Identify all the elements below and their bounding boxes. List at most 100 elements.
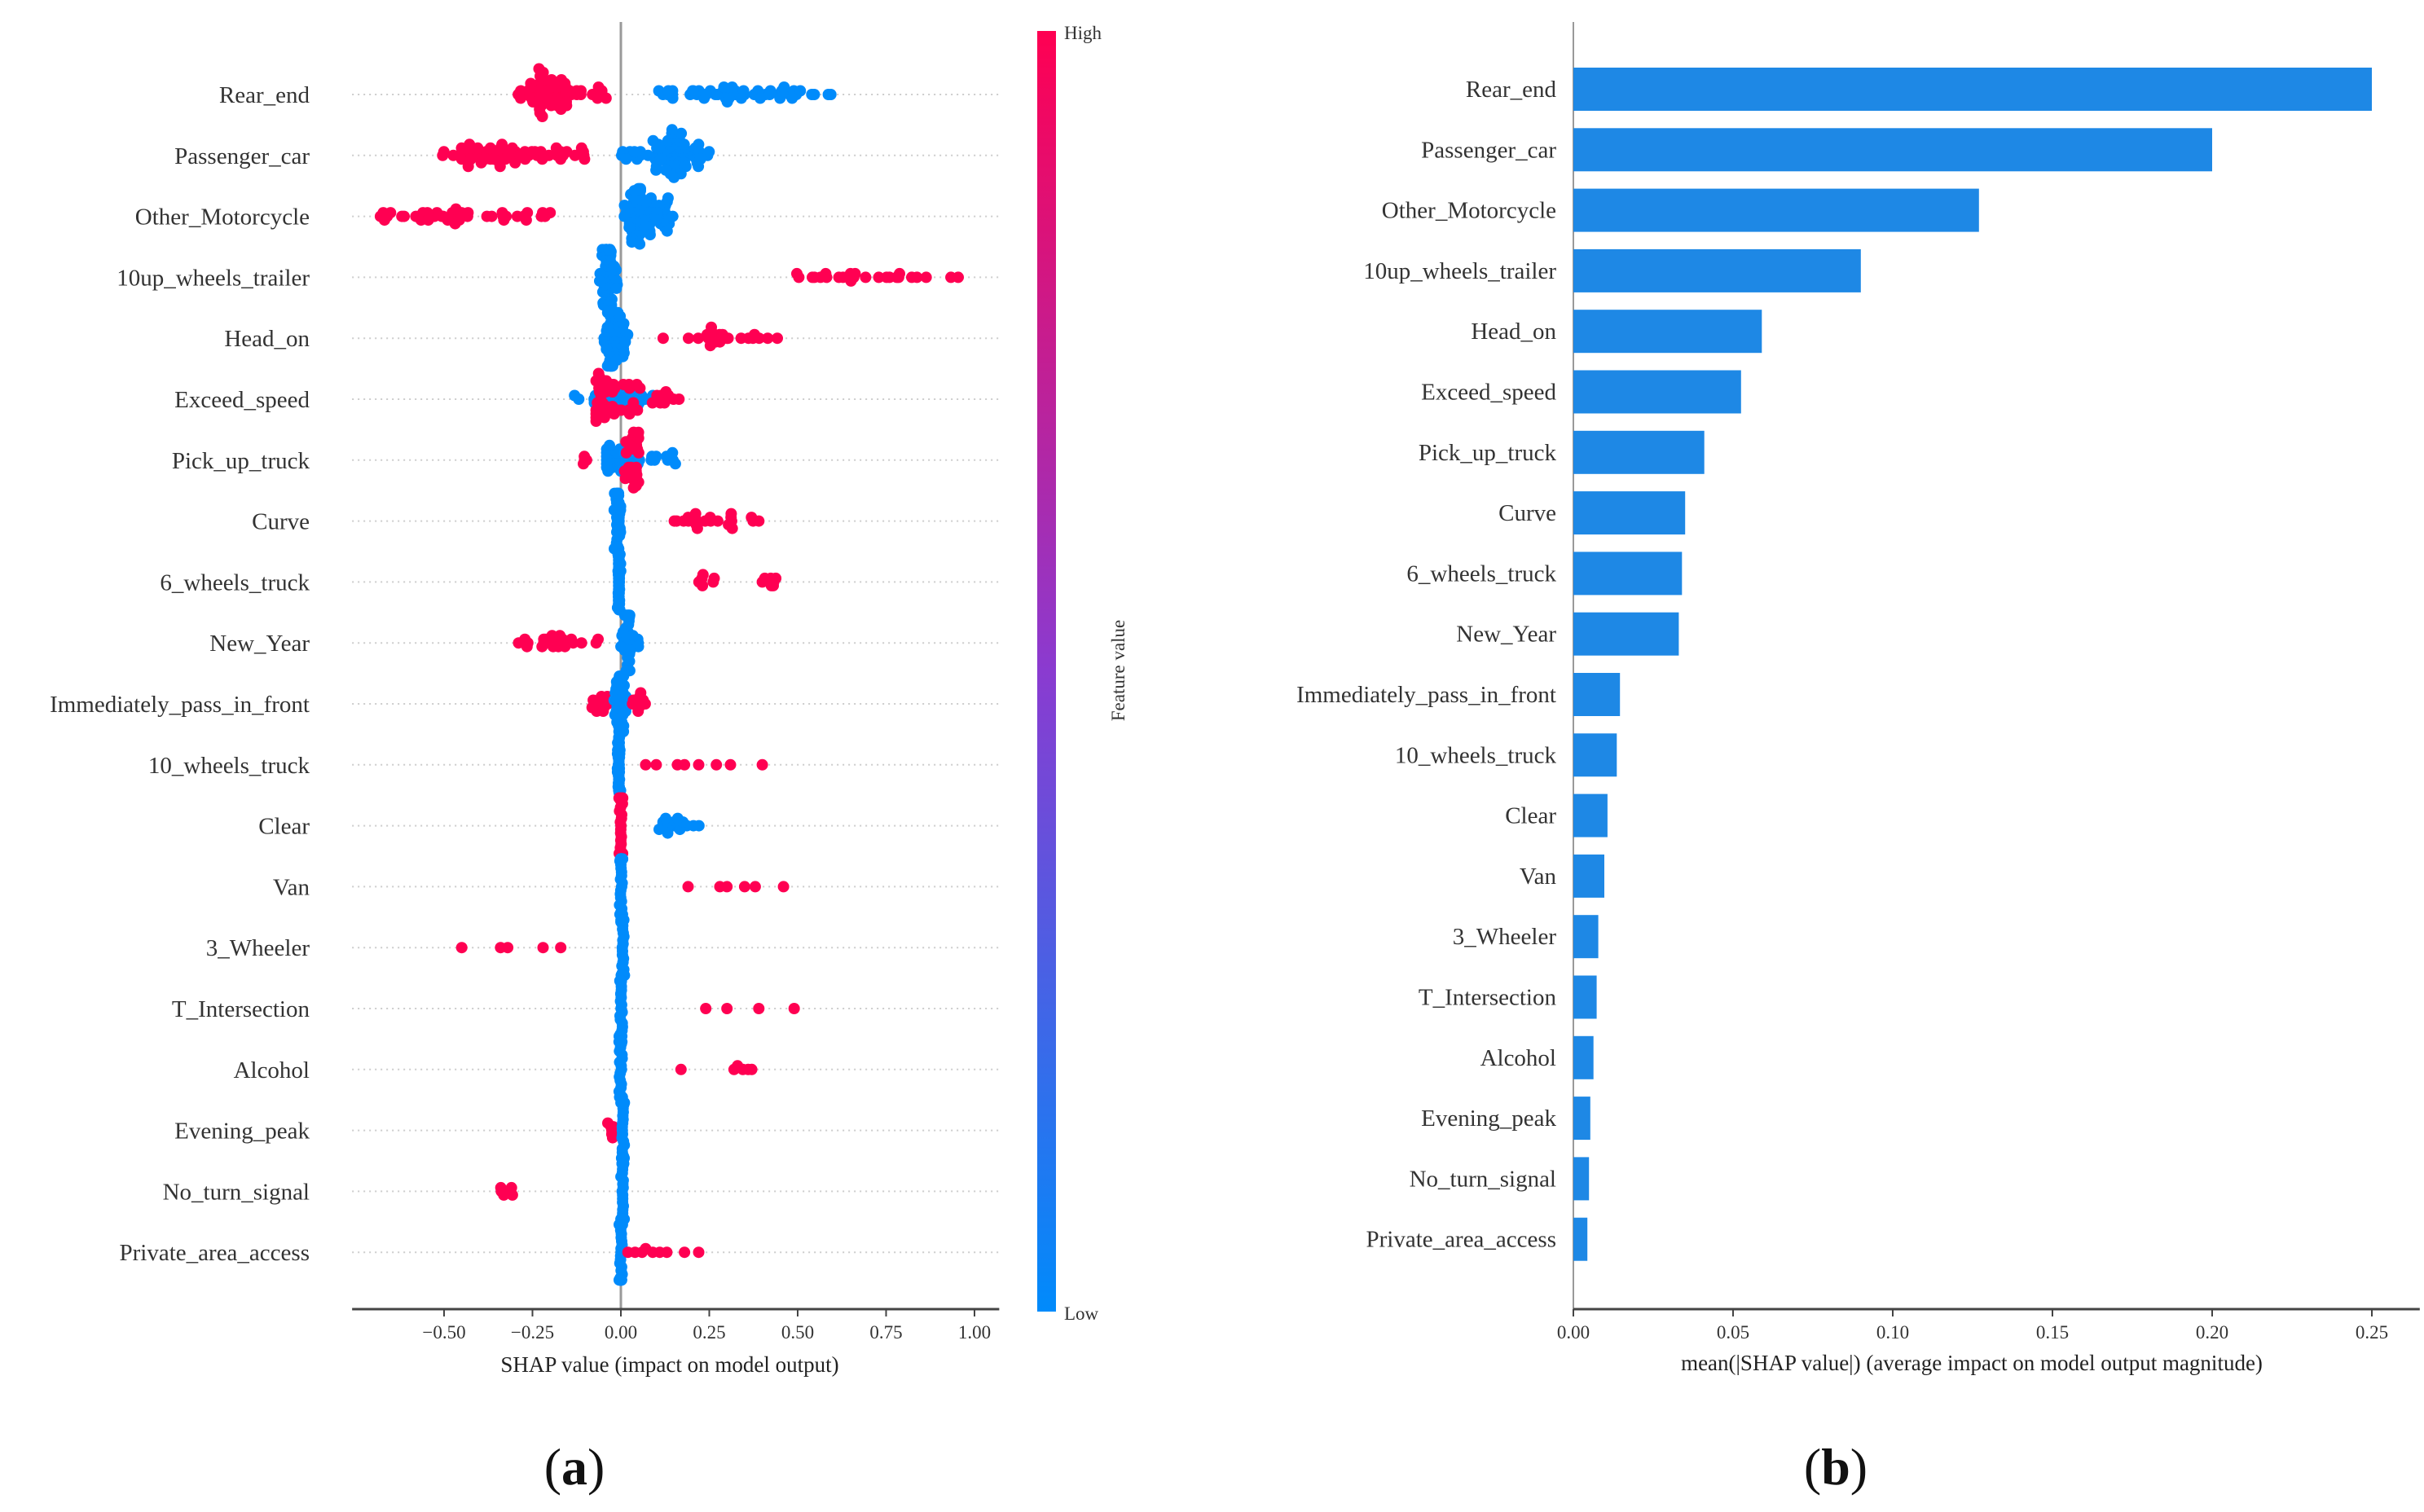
shap-point bbox=[768, 579, 779, 591]
bar bbox=[1573, 915, 1599, 959]
shap-point bbox=[586, 701, 598, 714]
shap-point bbox=[691, 522, 703, 534]
category-label: T_Intersection bbox=[1419, 985, 1557, 1011]
shap-point bbox=[662, 827, 674, 839]
shap-point bbox=[559, 640, 571, 653]
shap-point bbox=[455, 942, 468, 954]
shap-point bbox=[542, 92, 553, 104]
x-tick-label: 0.00 bbox=[1557, 1322, 1590, 1343]
shap-point bbox=[484, 142, 496, 154]
feature-label: 3_Wheeler bbox=[206, 935, 310, 961]
shap-point bbox=[860, 271, 872, 284]
bar bbox=[1573, 310, 1762, 354]
shap-point bbox=[624, 644, 636, 657]
category-label: Private_area_access bbox=[1366, 1227, 1556, 1253]
shap-point bbox=[650, 214, 662, 226]
shap-point bbox=[525, 77, 537, 90]
category-label: Head_on bbox=[1471, 319, 1556, 345]
shap-point bbox=[462, 160, 474, 173]
shap-point bbox=[697, 579, 709, 591]
shap-point bbox=[650, 164, 662, 176]
x-tick-label: −0.50 bbox=[422, 1322, 465, 1343]
shap-point bbox=[726, 81, 738, 93]
shap-point bbox=[762, 332, 774, 345]
feature-label: 10up_wheels_trailer bbox=[117, 265, 310, 291]
bar bbox=[1573, 552, 1683, 596]
shap-point bbox=[610, 676, 622, 688]
shap-point bbox=[592, 633, 604, 645]
shap-point bbox=[619, 705, 631, 717]
shap-point bbox=[660, 164, 672, 176]
shap-point bbox=[578, 458, 589, 470]
shap-point bbox=[746, 1063, 758, 1075]
shap-point bbox=[613, 720, 625, 732]
shap-point bbox=[479, 153, 491, 165]
shap-point bbox=[628, 185, 640, 197]
shap-point bbox=[515, 92, 526, 104]
shap-point bbox=[614, 1274, 626, 1286]
shap-point bbox=[597, 705, 609, 717]
panel-label-a-letter: a bbox=[561, 1438, 587, 1496]
shap-point bbox=[675, 1063, 687, 1075]
shap-point bbox=[911, 271, 923, 284]
shap-point bbox=[668, 171, 680, 183]
shap-point bbox=[671, 812, 684, 824]
shap-point bbox=[710, 758, 723, 771]
feature-label: 10_wheels_truck bbox=[148, 753, 310, 779]
shap-point bbox=[514, 149, 526, 161]
shap-point bbox=[650, 758, 662, 771]
shap-point bbox=[694, 153, 706, 165]
shap-point bbox=[598, 411, 610, 424]
shap-point bbox=[613, 497, 625, 509]
shap-point bbox=[697, 569, 709, 581]
x-tick-label: 0.15 bbox=[2036, 1322, 2069, 1343]
feature-label: Rear_end bbox=[219, 82, 310, 108]
shap-point bbox=[660, 812, 671, 824]
shap-point bbox=[788, 1003, 800, 1014]
shap-point bbox=[662, 85, 675, 97]
feature-label: Van bbox=[273, 874, 310, 900]
shap-point bbox=[601, 343, 613, 355]
shap-point bbox=[794, 85, 807, 97]
shap-point bbox=[627, 694, 640, 706]
shap-point bbox=[602, 465, 614, 477]
shap-point bbox=[683, 332, 694, 345]
shap-point bbox=[952, 271, 964, 284]
shap-point bbox=[600, 92, 612, 104]
shap-point bbox=[700, 1003, 712, 1014]
shap-point bbox=[536, 640, 548, 653]
bar bbox=[1573, 854, 1604, 898]
shap-point bbox=[608, 260, 620, 272]
category-label: Other_Motorcycle bbox=[1382, 198, 1556, 224]
category-label: Curve bbox=[1498, 500, 1556, 526]
shap-point bbox=[555, 942, 567, 954]
bar bbox=[1573, 128, 2212, 172]
shap-point bbox=[753, 515, 765, 527]
feature-label: Alcohol bbox=[234, 1057, 310, 1083]
x-axis-label: mean(|SHAP value|) (average impact on mo… bbox=[1681, 1351, 2263, 1375]
shap-point bbox=[669, 458, 681, 470]
x-tick-label: 0.10 bbox=[1876, 1322, 1909, 1343]
shap-point bbox=[604, 439, 615, 451]
shap-point bbox=[653, 85, 665, 97]
shap-point bbox=[635, 687, 647, 699]
shap-point bbox=[791, 267, 803, 279]
shap-point bbox=[575, 142, 587, 154]
bar bbox=[1573, 430, 1705, 474]
shap-point bbox=[721, 881, 733, 893]
category-label: Clear bbox=[1505, 803, 1556, 829]
shap-point bbox=[619, 472, 631, 485]
shap-point bbox=[716, 328, 728, 341]
shap-point bbox=[646, 451, 658, 463]
shap-point bbox=[815, 271, 826, 284]
shap-point bbox=[615, 1035, 627, 1048]
bar bbox=[1573, 248, 1861, 292]
shap-point bbox=[920, 271, 932, 284]
shap-point bbox=[630, 480, 642, 492]
shap-point bbox=[725, 508, 737, 520]
shap-point bbox=[660, 386, 672, 398]
category-label: Passenger_car bbox=[1421, 137, 1556, 163]
shap-point bbox=[592, 367, 605, 380]
x-tick-label: 0.25 bbox=[693, 1322, 725, 1343]
shap-point bbox=[668, 515, 680, 527]
